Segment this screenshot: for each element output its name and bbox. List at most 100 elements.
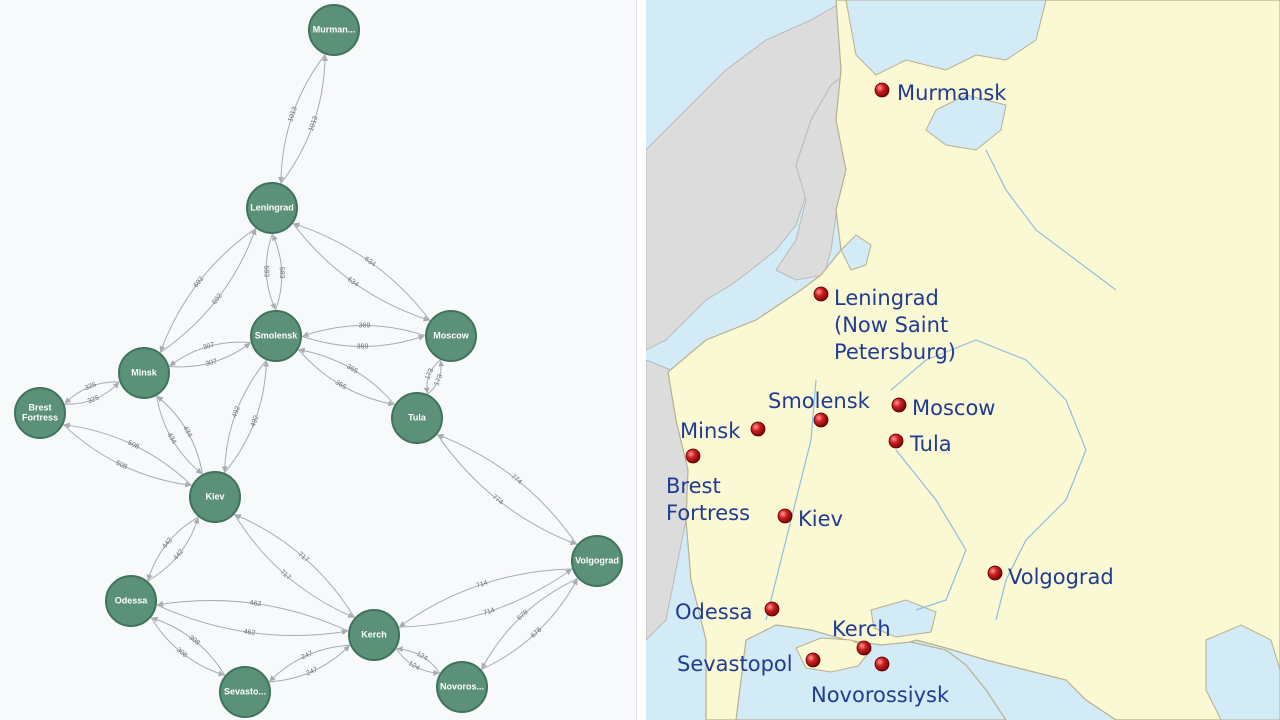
graph-node-circle-leningrad[interactable] bbox=[246, 182, 298, 234]
edge-novorossiysk-to-volgograd bbox=[480, 578, 578, 671]
edge-murmansk-to-leningrad bbox=[277, 53, 327, 184]
graph-node-circle-kiev[interactable] bbox=[189, 471, 241, 523]
edge-novorossiysk-to-kerch bbox=[396, 646, 441, 675]
map-pin-brest[interactable] bbox=[685, 448, 701, 464]
edge-weight-murmansk-to-leningrad: 1013 bbox=[287, 106, 299, 123]
graph-node-novorossiysk[interactable]: Novoros... bbox=[436, 661, 488, 713]
graph-node-circle-volgograd[interactable] bbox=[571, 535, 623, 587]
northern-dvina-river bbox=[985, 149, 1117, 291]
map-city-moscow[interactable]: Moscow bbox=[891, 396, 995, 420]
map-pin-leningrad[interactable] bbox=[813, 286, 829, 302]
edge-kerch-to-odessa bbox=[157, 599, 350, 632]
edge-weight-minsk-to-leningrad: 692 bbox=[211, 292, 224, 306]
edge-weight-smolensk-to-minsk: 307 bbox=[202, 342, 215, 352]
edge-minsk-to-leningrad bbox=[159, 228, 257, 354]
edge-weight-smolensk-to-kiev: 492 bbox=[231, 405, 242, 419]
map-city-brest[interactable]: Brest Fortress bbox=[666, 448, 750, 525]
map-city-odessa[interactable]: Odessa bbox=[675, 600, 780, 624]
map-label-tula: Tula bbox=[909, 432, 952, 456]
graph-node-circle-sevastopol[interactable] bbox=[219, 666, 271, 718]
map-city-leningrad[interactable]: Leningrad (Now Saint Petersburg) bbox=[813, 286, 956, 364]
map-label-leningrad: Leningrad bbox=[834, 286, 939, 310]
map-pin-sevastopol[interactable] bbox=[805, 652, 821, 668]
graph-node-murmansk[interactable]: Murman... bbox=[308, 4, 360, 56]
map-city-minsk[interactable]: Minsk bbox=[680, 419, 766, 443]
edge-kiev-to-odessa bbox=[146, 516, 200, 581]
map-city-volgograd[interactable]: Volgograd bbox=[987, 565, 1114, 589]
map-pin-tula[interactable] bbox=[888, 433, 904, 449]
map-pin-moscow[interactable] bbox=[891, 397, 907, 413]
graph-node-leningrad[interactable]: Leningrad bbox=[246, 182, 298, 234]
map-pin-kerch[interactable] bbox=[856, 640, 872, 656]
edge-minsk-to-brest bbox=[64, 381, 121, 404]
edge-weight-tula-to-volgograd: 774 bbox=[491, 494, 505, 507]
graph-node-circle-brest[interactable] bbox=[14, 387, 66, 439]
map-pin-odessa[interactable] bbox=[764, 601, 780, 617]
europe-map: Murmansk Leningrad (Now Saint Petersburg) Sm… bbox=[646, 0, 1280, 720]
map-pin-kiev[interactable] bbox=[777, 508, 793, 524]
map-panel[interactable]: Murmansk Leningrad (Now Saint Petersburg) Sm… bbox=[646, 0, 1280, 720]
map-city-sevastopol[interactable]: Sevastopol bbox=[677, 652, 821, 676]
graph-node-circle-minsk[interactable] bbox=[118, 347, 170, 399]
map-pin-murmansk[interactable] bbox=[874, 82, 890, 98]
graph-node-circle-moscow[interactable] bbox=[425, 310, 477, 362]
map-city-kiev[interactable]: Kiev bbox=[777, 507, 843, 531]
map-city-novorossiysk[interactable]: Novorossiysk bbox=[811, 656, 950, 707]
graph-node-volgograd[interactable]: Volgograd bbox=[571, 535, 623, 587]
graph-node-minsk[interactable]: Minsk bbox=[118, 347, 170, 399]
map-pin-minsk[interactable] bbox=[750, 421, 766, 437]
ussr-landmass bbox=[667, 0, 1280, 720]
graph-node-circle-kerch[interactable] bbox=[348, 609, 400, 661]
graph-node-circle-smolensk[interactable] bbox=[250, 310, 302, 362]
map-city-kerch[interactable]: Kerch bbox=[832, 617, 891, 656]
map-label-volgograd: Volgograd bbox=[1008, 565, 1114, 589]
edge-weight-leningrad-to-moscow: 634 bbox=[346, 276, 360, 289]
edge-volgograd-to-tula bbox=[437, 433, 578, 546]
map-pin-volgograd[interactable] bbox=[987, 565, 1003, 581]
graph-node-smolensk[interactable]: Smolensk bbox=[250, 310, 302, 362]
graph-node-moscow[interactable]: Moscow bbox=[425, 310, 477, 362]
graph-node-sevastopol[interactable]: Sevasto... bbox=[219, 666, 271, 718]
map-pin-smolensk[interactable] bbox=[813, 412, 829, 428]
node-layer: Murman... Leningrad Smolensk Moscow Minsk Bre… bbox=[14, 4, 623, 718]
edge-weight-kiev-to-brest: 508 bbox=[127, 440, 141, 451]
edge-odessa-to-kiev bbox=[146, 517, 200, 582]
map-label-odessa: Odessa bbox=[675, 600, 753, 624]
graph-node-circle-novorossiysk[interactable] bbox=[436, 661, 488, 713]
map-label-novorossiysk: Novorossiysk bbox=[811, 683, 950, 707]
edge-weight-leningrad-to-murmansk: 1013 bbox=[308, 115, 320, 132]
edge-smolensk-to-tula bbox=[297, 348, 395, 407]
edge-kerch-to-volgograd bbox=[397, 569, 572, 628]
edge-brest-to-kiev bbox=[62, 423, 192, 488]
edge-kiev-to-smolensk bbox=[223, 360, 270, 474]
edge-weight-smolensk-to-moscow: 369 bbox=[357, 343, 369, 350]
map-city-murmansk[interactable]: Murmansk bbox=[874, 81, 1007, 105]
edge-weight-minsk-to-kiev: 434 bbox=[165, 432, 177, 446]
edge-leningrad-to-moscow bbox=[291, 222, 430, 322]
edge-kerch-to-kiev bbox=[234, 514, 356, 619]
map-city-tula[interactable]: Tula bbox=[888, 432, 952, 456]
edge-weight-kerch-to-odessa: 462 bbox=[249, 600, 262, 609]
edge-leningrad-to-murmansk bbox=[279, 54, 329, 185]
graph-node-kiev[interactable]: Kiev bbox=[189, 471, 241, 523]
edge-minsk-to-smolensk bbox=[168, 342, 251, 368]
edge-moscow-to-smolensk bbox=[302, 325, 427, 338]
edge-weight-volgograd-to-kerch: 714 bbox=[475, 579, 488, 589]
map-city-smolensk[interactable]: Smolensk bbox=[768, 389, 871, 428]
map-label-kerch: Kerch bbox=[832, 617, 891, 641]
edge-weight-odessa-to-kerch: 462 bbox=[243, 629, 256, 638]
graph-node-odessa[interactable]: Odessa bbox=[105, 575, 157, 627]
graph-node-circle-odessa[interactable] bbox=[105, 575, 157, 627]
map-pin-novorossiysk[interactable] bbox=[874, 656, 890, 672]
graph-node-tula[interactable]: Tula bbox=[391, 392, 443, 444]
map-label-murmansk: Murmansk bbox=[897, 81, 1007, 105]
graph-node-circle-tula[interactable] bbox=[391, 392, 443, 444]
edge-weight-novorossiysk-to-kerch: 124 bbox=[415, 651, 429, 663]
graph-node-circle-murmansk[interactable] bbox=[308, 4, 360, 56]
graph-node-kerch[interactable]: Kerch bbox=[348, 609, 400, 661]
edge-volgograd-to-kerch bbox=[399, 568, 574, 627]
edge-weight-kerch-to-novorossiysk: 124 bbox=[407, 660, 421, 672]
edge-sevastopol-to-kerch bbox=[267, 645, 350, 683]
edge-leningrad-to-smolensk bbox=[265, 232, 276, 310]
